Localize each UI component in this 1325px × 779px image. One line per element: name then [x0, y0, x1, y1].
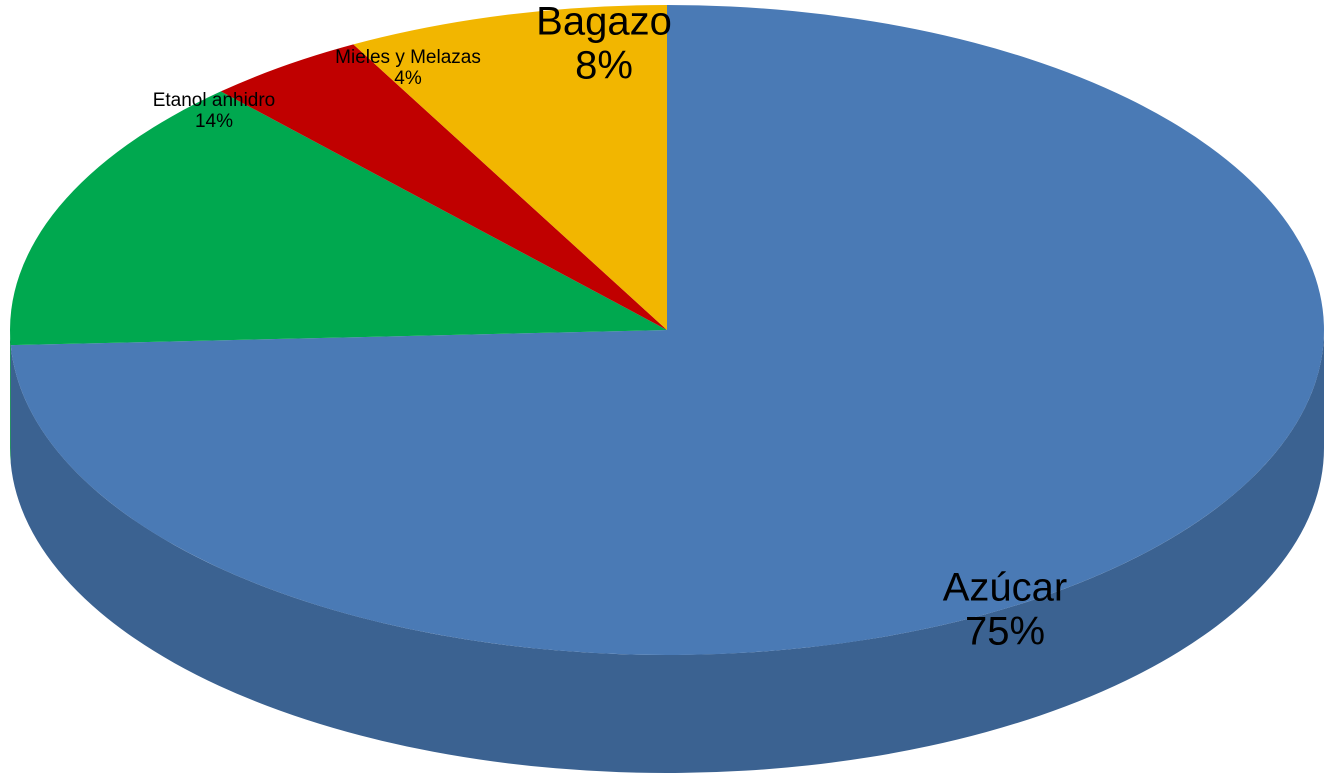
slice — [353, 5, 667, 330]
slice-value-label: 8% — [575, 44, 633, 88]
slice-side — [10, 330, 1325, 773]
slice-label: Etanol anhidro — [153, 90, 276, 111]
slice — [220, 44, 667, 330]
slice-value-label: 4% — [394, 68, 422, 89]
slice — [9, 91, 667, 346]
slice-side — [10, 330, 11, 464]
slice-value-label: 14% — [195, 111, 233, 132]
slice-label: Bagazo — [536, 0, 672, 44]
slice — [10, 5, 1325, 655]
slice-label: Azúcar — [943, 566, 1068, 610]
slice-value-label: 75% — [965, 610, 1045, 654]
slice-label: Mieles y Melazas — [335, 47, 481, 68]
